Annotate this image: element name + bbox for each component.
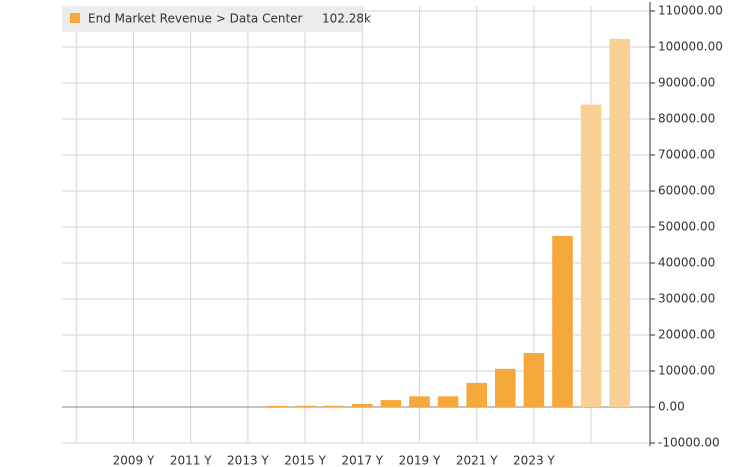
y-tick-label: 100000.00 [658,40,723,54]
legend-box [62,6,362,32]
y-tick-label: 80000.00 [658,112,715,126]
bar [580,104,602,407]
bar [352,404,373,407]
y-tick-label: 20000.00 [658,328,715,342]
x-tick-label: 2009 Y [113,454,155,467]
x-tick-label: 2023 Y [513,454,555,467]
bar [523,353,545,407]
bar [609,38,630,408]
x-tick-label: 2013 Y [227,454,269,467]
y-tick-label: 10000.00 [658,364,715,378]
legend-value: 102.28k [322,12,371,26]
y-tick-label: 110000.00 [658,4,723,18]
x-tick-label: 2017 Y [341,454,383,467]
y-tick-label: 70000.00 [658,148,715,162]
x-tick-label: 2019 Y [399,454,441,467]
bar [495,368,516,407]
legend-swatch [70,13,80,23]
y-tick-label: 0.00 [658,400,685,414]
bar [294,405,316,407]
x-tick-label: 2021 Y [456,454,498,467]
y-tick-label: -10000.00 [658,436,720,450]
bar [266,405,287,407]
y-tick-label: 40000.00 [658,256,715,270]
bar [466,382,487,407]
y-tick-label: 30000.00 [658,292,715,306]
bar [323,405,344,407]
y-tick-label: 90000.00 [658,76,715,90]
y-tick-label: 60000.00 [658,184,715,198]
x-tick-label: 2015 Y [284,454,326,467]
legend-label: End Market Revenue > Data Center [88,12,303,26]
bar [409,396,430,407]
bar [380,400,402,407]
bar [552,236,573,407]
x-tick-label: 2011 Y [170,454,212,467]
y-tick-label: 50000.00 [658,220,715,234]
bar [437,396,459,407]
